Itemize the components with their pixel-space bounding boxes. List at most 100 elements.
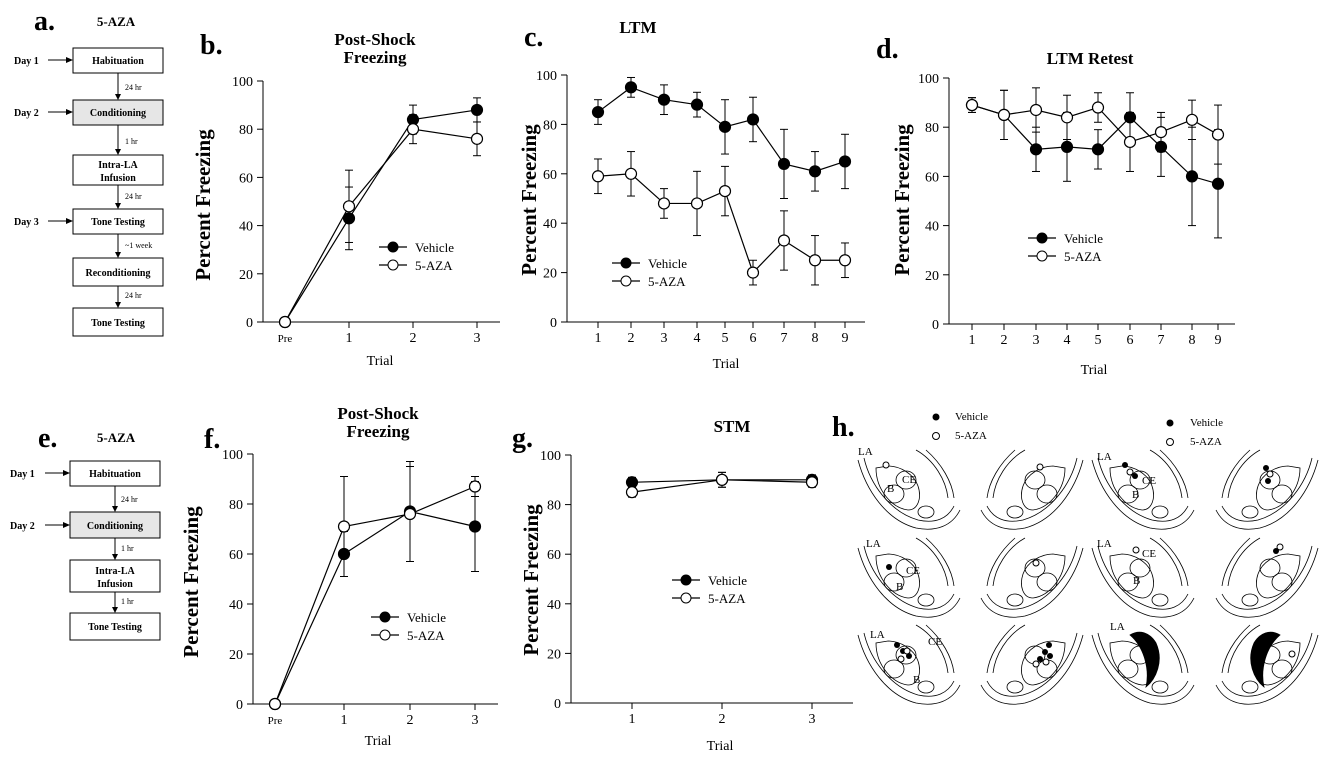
amygdala-outline — [1021, 640, 1066, 686]
chart-d-point-vehicle — [1029, 143, 1043, 156]
chart-d-ytick-label: 80 — [925, 121, 939, 136]
chart-f-y-label: Percent Freezing — [179, 506, 203, 658]
region-label-la-3: LA — [866, 538, 881, 550]
brain-section-outline — [1215, 449, 1319, 530]
brain-section-outline — [857, 537, 961, 618]
b-outline — [1271, 572, 1293, 592]
chart-b-xtick-label: Pre — [278, 333, 293, 345]
chart-c-xtick-label: 9 — [842, 331, 849, 346]
brain-outline-curve — [1091, 459, 1195, 530]
chart-c-point-5-aza — [838, 254, 852, 267]
chart-f-ytick-label: 80 — [229, 498, 243, 513]
chart-f-xtick-label: Pre — [268, 715, 283, 727]
chart-c-ytick-label: 60 — [543, 168, 557, 183]
hippocampus-outline — [1241, 505, 1259, 519]
chart-f-xtick-label: 2 — [407, 713, 414, 728]
chart-b-ytick-label: 40 — [239, 220, 253, 235]
external-capsule — [925, 624, 955, 674]
brain-outline-curve — [1097, 457, 1189, 522]
chart-d-ytick-label: 0 — [932, 318, 939, 333]
external-capsule — [986, 449, 1016, 499]
chart-d-xtick-label: 4 — [1064, 333, 1071, 348]
chart-b-title: Freezing — [344, 48, 407, 67]
brain-outline-curve — [857, 634, 961, 705]
chart-b-legend-label: Vehicle — [415, 240, 454, 255]
hippocampus-outline — [1151, 593, 1169, 607]
brain-outline-curve — [1091, 547, 1195, 618]
flow-a-step-tone-testing: Tone Testing — [91, 217, 145, 228]
brain-section-outline — [857, 624, 961, 705]
histology-panel-h: Vehicle 5-AZA Vehicle 5-AZA LA CE B LA C… — [857, 411, 1319, 705]
chart-f-legend-label: Vehicle — [407, 610, 446, 625]
flow-a-step-reconditioning: Reconditioning — [85, 268, 150, 279]
chart-g-xtick-label: 3 — [809, 712, 816, 727]
chart-f-ytick-label: 40 — [229, 598, 243, 613]
region-label-ce-4: CE — [1142, 548, 1156, 560]
chart-c-point-5-aza — [690, 197, 704, 210]
chart-c-point-vehicle — [808, 165, 822, 178]
flow-a-step-conditioning: Conditioning — [90, 108, 146, 119]
chart-d-legend-label: 5-AZA — [1064, 249, 1102, 264]
region-label-b-5: B — [913, 674, 920, 686]
chart-d-ytick-label: 20 — [925, 269, 939, 284]
brain-outline-curve — [1221, 632, 1313, 697]
chart-d-xtick-label: 1 — [969, 333, 976, 348]
protocol-flowchart-a: 5-AZA Day 1 Day — [14, 14, 164, 337]
brain-outline-curve — [1221, 457, 1313, 522]
external-capsule — [1159, 449, 1189, 499]
flow-e-step-habituation: Habituation — [89, 469, 141, 480]
chart-g-point-5-aza — [625, 486, 639, 499]
chart-b-xtick-label: 1 — [346, 331, 353, 346]
ce-outline — [1024, 558, 1046, 578]
hippocampus-outline — [917, 505, 935, 519]
flow-a-interval-5: 24 hr — [125, 291, 142, 300]
brain-section-outline — [857, 449, 961, 530]
ce-outline — [1129, 470, 1151, 490]
chart-c-xtick-label: 3 — [661, 331, 668, 346]
flow-a-interval-4: ~1 week — [125, 241, 152, 250]
b-outline — [1036, 572, 1058, 592]
chart-d-ytick-label: 60 — [925, 170, 939, 185]
chart-g-ytick-label: 20 — [547, 647, 561, 662]
histology-legend-vehicle-1: Vehicle — [955, 411, 988, 423]
chart-g-legend-label: 5-AZA — [708, 591, 746, 606]
external-capsule — [992, 449, 1026, 499]
b-outline — [1271, 484, 1293, 504]
flow-a-day-1: Day 1 — [14, 56, 39, 67]
region-label-b-1: B — [887, 483, 894, 495]
hippocampus-outline — [917, 593, 935, 607]
brain-outline-curve — [1215, 634, 1319, 705]
placement-dots — [882, 461, 1296, 668]
brain-outline-curve — [986, 457, 1078, 522]
brain-outline-curve — [1097, 632, 1189, 697]
amygdala-outline — [1021, 465, 1066, 511]
chart-b-ytick-label: 100 — [232, 75, 253, 90]
chart-c-point-vehicle — [624, 81, 638, 94]
chart-b-point-5-aza — [342, 200, 356, 213]
external-capsule — [1227, 449, 1261, 499]
amygdala-outline — [1256, 553, 1301, 599]
external-capsule — [992, 537, 1026, 587]
chart-b-series-5-aza-line — [284, 128, 478, 323]
amygdala-outline — [875, 553, 920, 599]
chart-g-xtick-label: 1 — [629, 712, 636, 727]
chart-c-ytick-label: 100 — [536, 69, 557, 84]
brain-outline-curve — [980, 634, 1084, 705]
chart-d-point-5-aza — [1185, 113, 1199, 126]
chart-b-ytick-label: 60 — [239, 171, 253, 186]
flow-e-step-intra-la: Intra-LA — [95, 566, 135, 577]
chart-c-legend-marker — [620, 257, 632, 269]
chart-f-ytick-label: 0 — [236, 698, 243, 713]
chart-d-ltm-retest: LTM Retest 0 20 40 60 80 100 1 2 3 4 5 6 7 8 9 Percent F… — [890, 49, 1235, 378]
chart-f-point-5-aza — [468, 480, 482, 493]
brain-section-outline — [1215, 624, 1319, 705]
chart-c-point-5-aza — [746, 266, 760, 279]
hippocampus-outline — [1151, 505, 1169, 519]
chart-b-point-5-aza — [278, 315, 292, 329]
external-capsule — [915, 449, 949, 499]
amygdala-outline — [1109, 553, 1154, 599]
chart-c-xtick-label: 1 — [595, 331, 602, 346]
chart-b-point-5-aza — [470, 132, 484, 145]
flow-a-step-infusion: Infusion — [100, 173, 136, 184]
